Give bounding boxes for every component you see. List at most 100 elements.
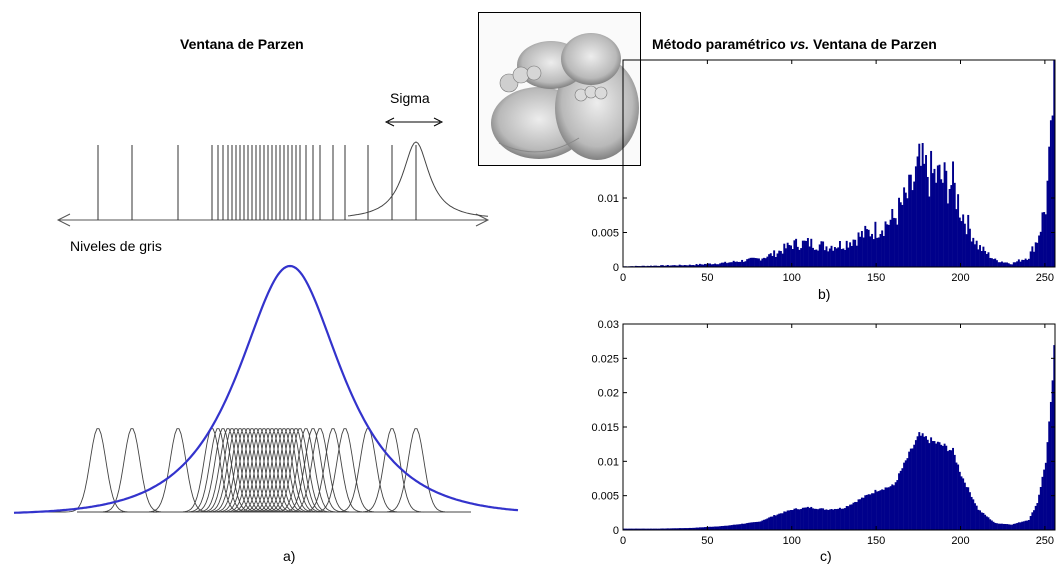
histogram-bar	[985, 254, 988, 267]
histogram-bar	[982, 512, 985, 530]
histogram-bar	[955, 462, 958, 530]
x-tick-label: 150	[867, 535, 885, 547]
histogram-bar	[690, 265, 693, 267]
histogram-bar	[697, 527, 700, 530]
histogram-bar	[796, 246, 799, 267]
histogram-bar	[962, 478, 965, 530]
histogram-bar	[700, 527, 703, 530]
sigma-arrow-right	[433, 117, 444, 127]
histogram-bar	[1051, 115, 1054, 267]
histogram-bar	[914, 440, 917, 530]
histogram-bar	[979, 510, 981, 530]
histogram-bar	[965, 234, 968, 267]
histogram-bar	[796, 509, 799, 530]
histogram-bar	[884, 487, 887, 530]
histogram-bar	[623, 528, 625, 530]
histogram-bar	[1048, 146, 1051, 267]
histogram-bar	[854, 501, 857, 530]
histogram-bar	[741, 259, 744, 267]
histogram-bar	[960, 476, 963, 530]
histogram-bar	[666, 528, 669, 530]
histogram-bar	[795, 508, 798, 530]
y-tick-label: 0.005	[591, 491, 619, 503]
histogram-bar	[768, 254, 771, 267]
histogram-bar	[795, 238, 798, 267]
histogram-bar	[827, 510, 830, 530]
histogram-bar	[896, 480, 899, 530]
histogram-bar	[920, 435, 922, 530]
kernel-curve	[337, 428, 447, 513]
histogram-bar	[871, 493, 873, 530]
histogram-bar	[1029, 516, 1032, 530]
histogram-bar	[1021, 259, 1024, 267]
histogram-bar	[855, 245, 858, 267]
histogram-bar	[815, 508, 818, 530]
histogram-bar	[930, 150, 933, 267]
histogram-bar	[791, 249, 794, 267]
histogram-bar	[862, 497, 865, 530]
histogram-bar	[1046, 180, 1049, 267]
histogram-bar	[752, 522, 755, 530]
histogram-bar	[624, 528, 627, 530]
histogram-bar	[938, 442, 941, 530]
histogram-bar	[839, 507, 841, 530]
histogram-bar	[692, 265, 695, 267]
histogram-bar	[671, 265, 674, 267]
histogram-bar	[1022, 521, 1025, 530]
histogram-bar	[754, 522, 757, 530]
histogram-bar	[665, 265, 668, 267]
histogram-bar	[710, 264, 713, 267]
histogram-bar	[1026, 520, 1029, 530]
histogram-bar	[668, 265, 671, 267]
histogram-bar	[648, 265, 651, 267]
histogram-bar	[812, 247, 814, 267]
histogram-bar	[661, 528, 664, 530]
histogram-bar	[658, 265, 661, 267]
histogram-bar	[1039, 487, 1042, 530]
histogram-bar	[1051, 380, 1054, 530]
histogram-bar	[1043, 212, 1046, 267]
histogram-bar	[773, 250, 776, 267]
histogram-bar	[722, 525, 725, 530]
histogram-bar	[786, 510, 789, 530]
histogram-bar	[695, 264, 698, 267]
histogram-bar	[800, 508, 803, 530]
histogram-bar	[715, 264, 718, 267]
histogram-bar	[633, 528, 636, 530]
histogram-bar	[928, 196, 931, 267]
axis-left-arrow	[56, 213, 71, 227]
histogram-bar	[835, 248, 838, 267]
histogram-bar	[999, 262, 1002, 267]
histogram-bar	[941, 445, 944, 530]
histogram-bar	[1007, 524, 1010, 530]
histogram-bar	[990, 520, 993, 530]
histogram-bar	[1021, 521, 1024, 530]
histogram-bar	[972, 237, 975, 267]
histogram-bar	[1036, 503, 1039, 530]
histogram-bar	[849, 242, 852, 267]
histogram-bar	[677, 528, 679, 530]
histogram-bar	[629, 528, 632, 530]
histogram-bar	[783, 243, 786, 267]
histogram-bar	[925, 155, 927, 267]
histogram-bar	[935, 182, 938, 267]
histogram-bar	[1012, 523, 1015, 530]
histogram-bar	[639, 528, 642, 530]
histogram-bar	[678, 264, 681, 267]
histogram-bar	[698, 263, 701, 267]
histogram-bar	[756, 258, 759, 267]
histogram-bar	[899, 202, 902, 267]
histogram-bar	[894, 482, 897, 530]
histogram-bar	[714, 526, 717, 530]
histogram-bar	[933, 441, 936, 530]
histogram-bar	[774, 257, 777, 267]
histogram-bar	[1044, 214, 1047, 267]
x-tick-label: 0	[620, 535, 626, 547]
histogram-bar	[901, 204, 904, 267]
histogram-bar	[778, 250, 781, 267]
histogram-bar	[833, 247, 836, 267]
baby-feet-icon	[479, 13, 640, 165]
histogram-bar	[798, 249, 801, 267]
histogram-bar	[844, 508, 846, 530]
histogram-bar	[916, 156, 919, 267]
